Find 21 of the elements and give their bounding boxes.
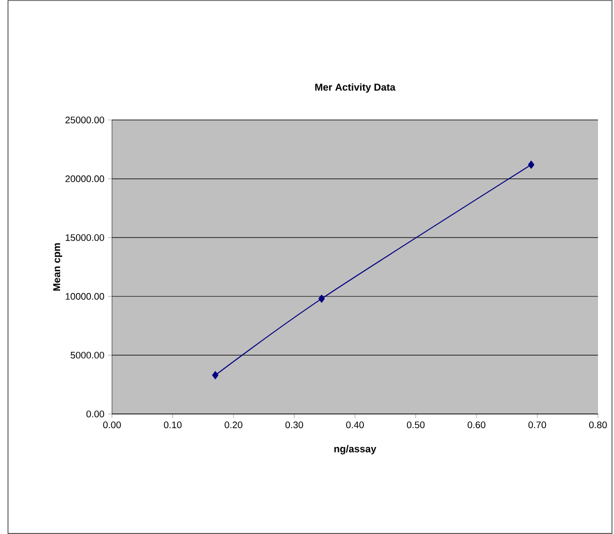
x-tick-label: 0.00 [103,422,121,428]
x-axis-title: ng/assay [334,445,376,454]
x-tick-label: 0.80 [589,422,607,428]
x-tick-label: 0.20 [224,422,242,428]
x-tick-label: 0.70 [528,422,546,428]
chart-title: Mer Activity Data [315,83,396,93]
point [212,371,218,380]
y-tick-label: 25000.00 [65,116,104,124]
x-tick-label: 0.40 [346,422,364,428]
x-tick-label: 0.50 [406,422,425,428]
point [528,160,534,169]
y-tick-label: 5000.00 [70,352,104,359]
point [318,294,325,303]
y-tick-label: 10000.00 [66,293,104,300]
x-tick-label: 0.30 [285,422,304,428]
y-axis-title: Mean cpm [53,243,62,291]
y-tick-label: 0.00 [86,410,104,418]
y-tick-label: 15000.00 [66,234,104,241]
y-tick-label: 20000.00 [65,175,104,182]
x-tick-label: 0.10 [164,422,182,428]
x-tick-label: 0.60 [468,422,486,428]
